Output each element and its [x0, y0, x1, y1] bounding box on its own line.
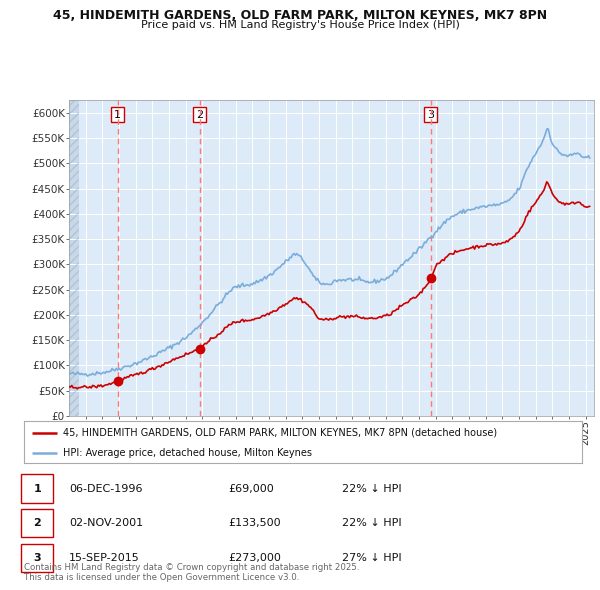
Text: 1: 1 — [34, 484, 41, 493]
Text: 1: 1 — [114, 110, 121, 120]
Text: Contains HM Land Registry data © Crown copyright and database right 2025.
This d: Contains HM Land Registry data © Crown c… — [24, 563, 359, 582]
Text: 27% ↓ HPI: 27% ↓ HPI — [342, 553, 401, 563]
Text: 2: 2 — [196, 110, 203, 120]
Bar — [69, 100, 79, 416]
Text: 22% ↓ HPI: 22% ↓ HPI — [342, 519, 401, 528]
Text: 15-SEP-2015: 15-SEP-2015 — [69, 553, 140, 563]
Text: 22% ↓ HPI: 22% ↓ HPI — [342, 484, 401, 493]
Text: Price paid vs. HM Land Registry's House Price Index (HPI): Price paid vs. HM Land Registry's House … — [140, 20, 460, 30]
Text: £133,500: £133,500 — [228, 519, 281, 528]
Text: £69,000: £69,000 — [228, 484, 274, 493]
Text: 45, HINDEMITH GARDENS, OLD FARM PARK, MILTON KEYNES, MK7 8PN (detached house): 45, HINDEMITH GARDENS, OLD FARM PARK, MI… — [63, 428, 497, 438]
Text: 3: 3 — [34, 553, 41, 563]
Text: 06-DEC-1996: 06-DEC-1996 — [69, 484, 143, 493]
Text: £273,000: £273,000 — [228, 553, 281, 563]
Text: 02-NOV-2001: 02-NOV-2001 — [69, 519, 143, 528]
Bar — [69, 100, 79, 416]
Text: HPI: Average price, detached house, Milton Keynes: HPI: Average price, detached house, Milt… — [63, 448, 312, 457]
Text: 45, HINDEMITH GARDENS, OLD FARM PARK, MILTON KEYNES, MK7 8PN: 45, HINDEMITH GARDENS, OLD FARM PARK, MI… — [53, 9, 547, 22]
Text: 2: 2 — [34, 519, 41, 528]
Text: 3: 3 — [427, 110, 434, 120]
